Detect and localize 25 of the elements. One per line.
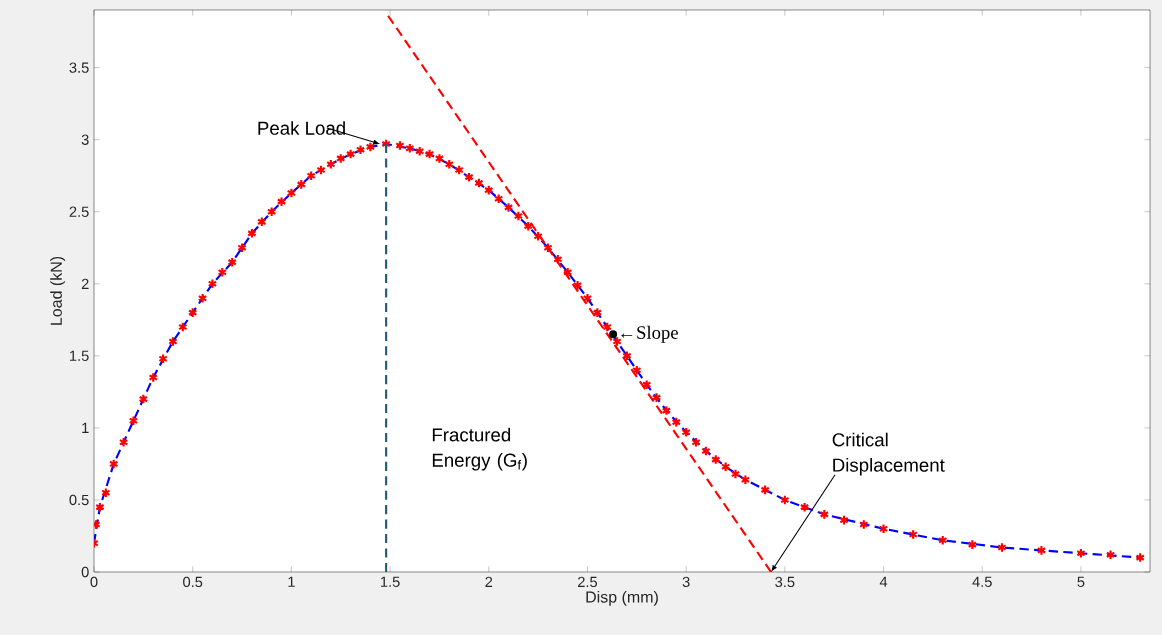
y-tick-label: 0 bbox=[81, 566, 89, 578]
y-tick-label: 1 bbox=[82, 422, 89, 433]
annotation: Fractured Energy (G$_{f}$) bbox=[432, 427, 527, 471]
x-tick-label: 1.5 bbox=[381, 576, 400, 587]
annotation: ←Slope bbox=[621, 325, 678, 343]
y-tick-label: 1.5 bbox=[70, 350, 89, 361]
x-tick-label: 3 bbox=[682, 576, 690, 588]
y-axis-title: Load (kN) bbox=[50, 256, 66, 325]
x-tick-label: 0.5 bbox=[183, 576, 203, 588]
x-tick-label: 5 bbox=[1077, 576, 1085, 587]
x-tick-label: 0 bbox=[90, 576, 98, 588]
y-tick-label: 2.5 bbox=[69, 206, 89, 217]
x-tick-label: 2 bbox=[485, 576, 493, 587]
annotation: Critical Displacement bbox=[832, 432, 945, 476]
x-tick-label: 4 bbox=[879, 576, 888, 587]
y-tick-label: 2 bbox=[81, 278, 89, 289]
x-tick-label: 2.5 bbox=[578, 576, 598, 588]
y-tick-label: 3.5 bbox=[69, 62, 89, 73]
y-tick-label: 0.5 bbox=[69, 494, 89, 506]
annotation: Peak Load bbox=[258, 121, 345, 135]
x-tick-label: 4.5 bbox=[972, 576, 992, 587]
y-tick-label: 3 bbox=[81, 134, 89, 145]
x-axis-title: Disp (mm) bbox=[586, 590, 658, 606]
x-tick-label: 1 bbox=[288, 576, 295, 587]
x-tick-label: 3.5 bbox=[775, 576, 795, 588]
